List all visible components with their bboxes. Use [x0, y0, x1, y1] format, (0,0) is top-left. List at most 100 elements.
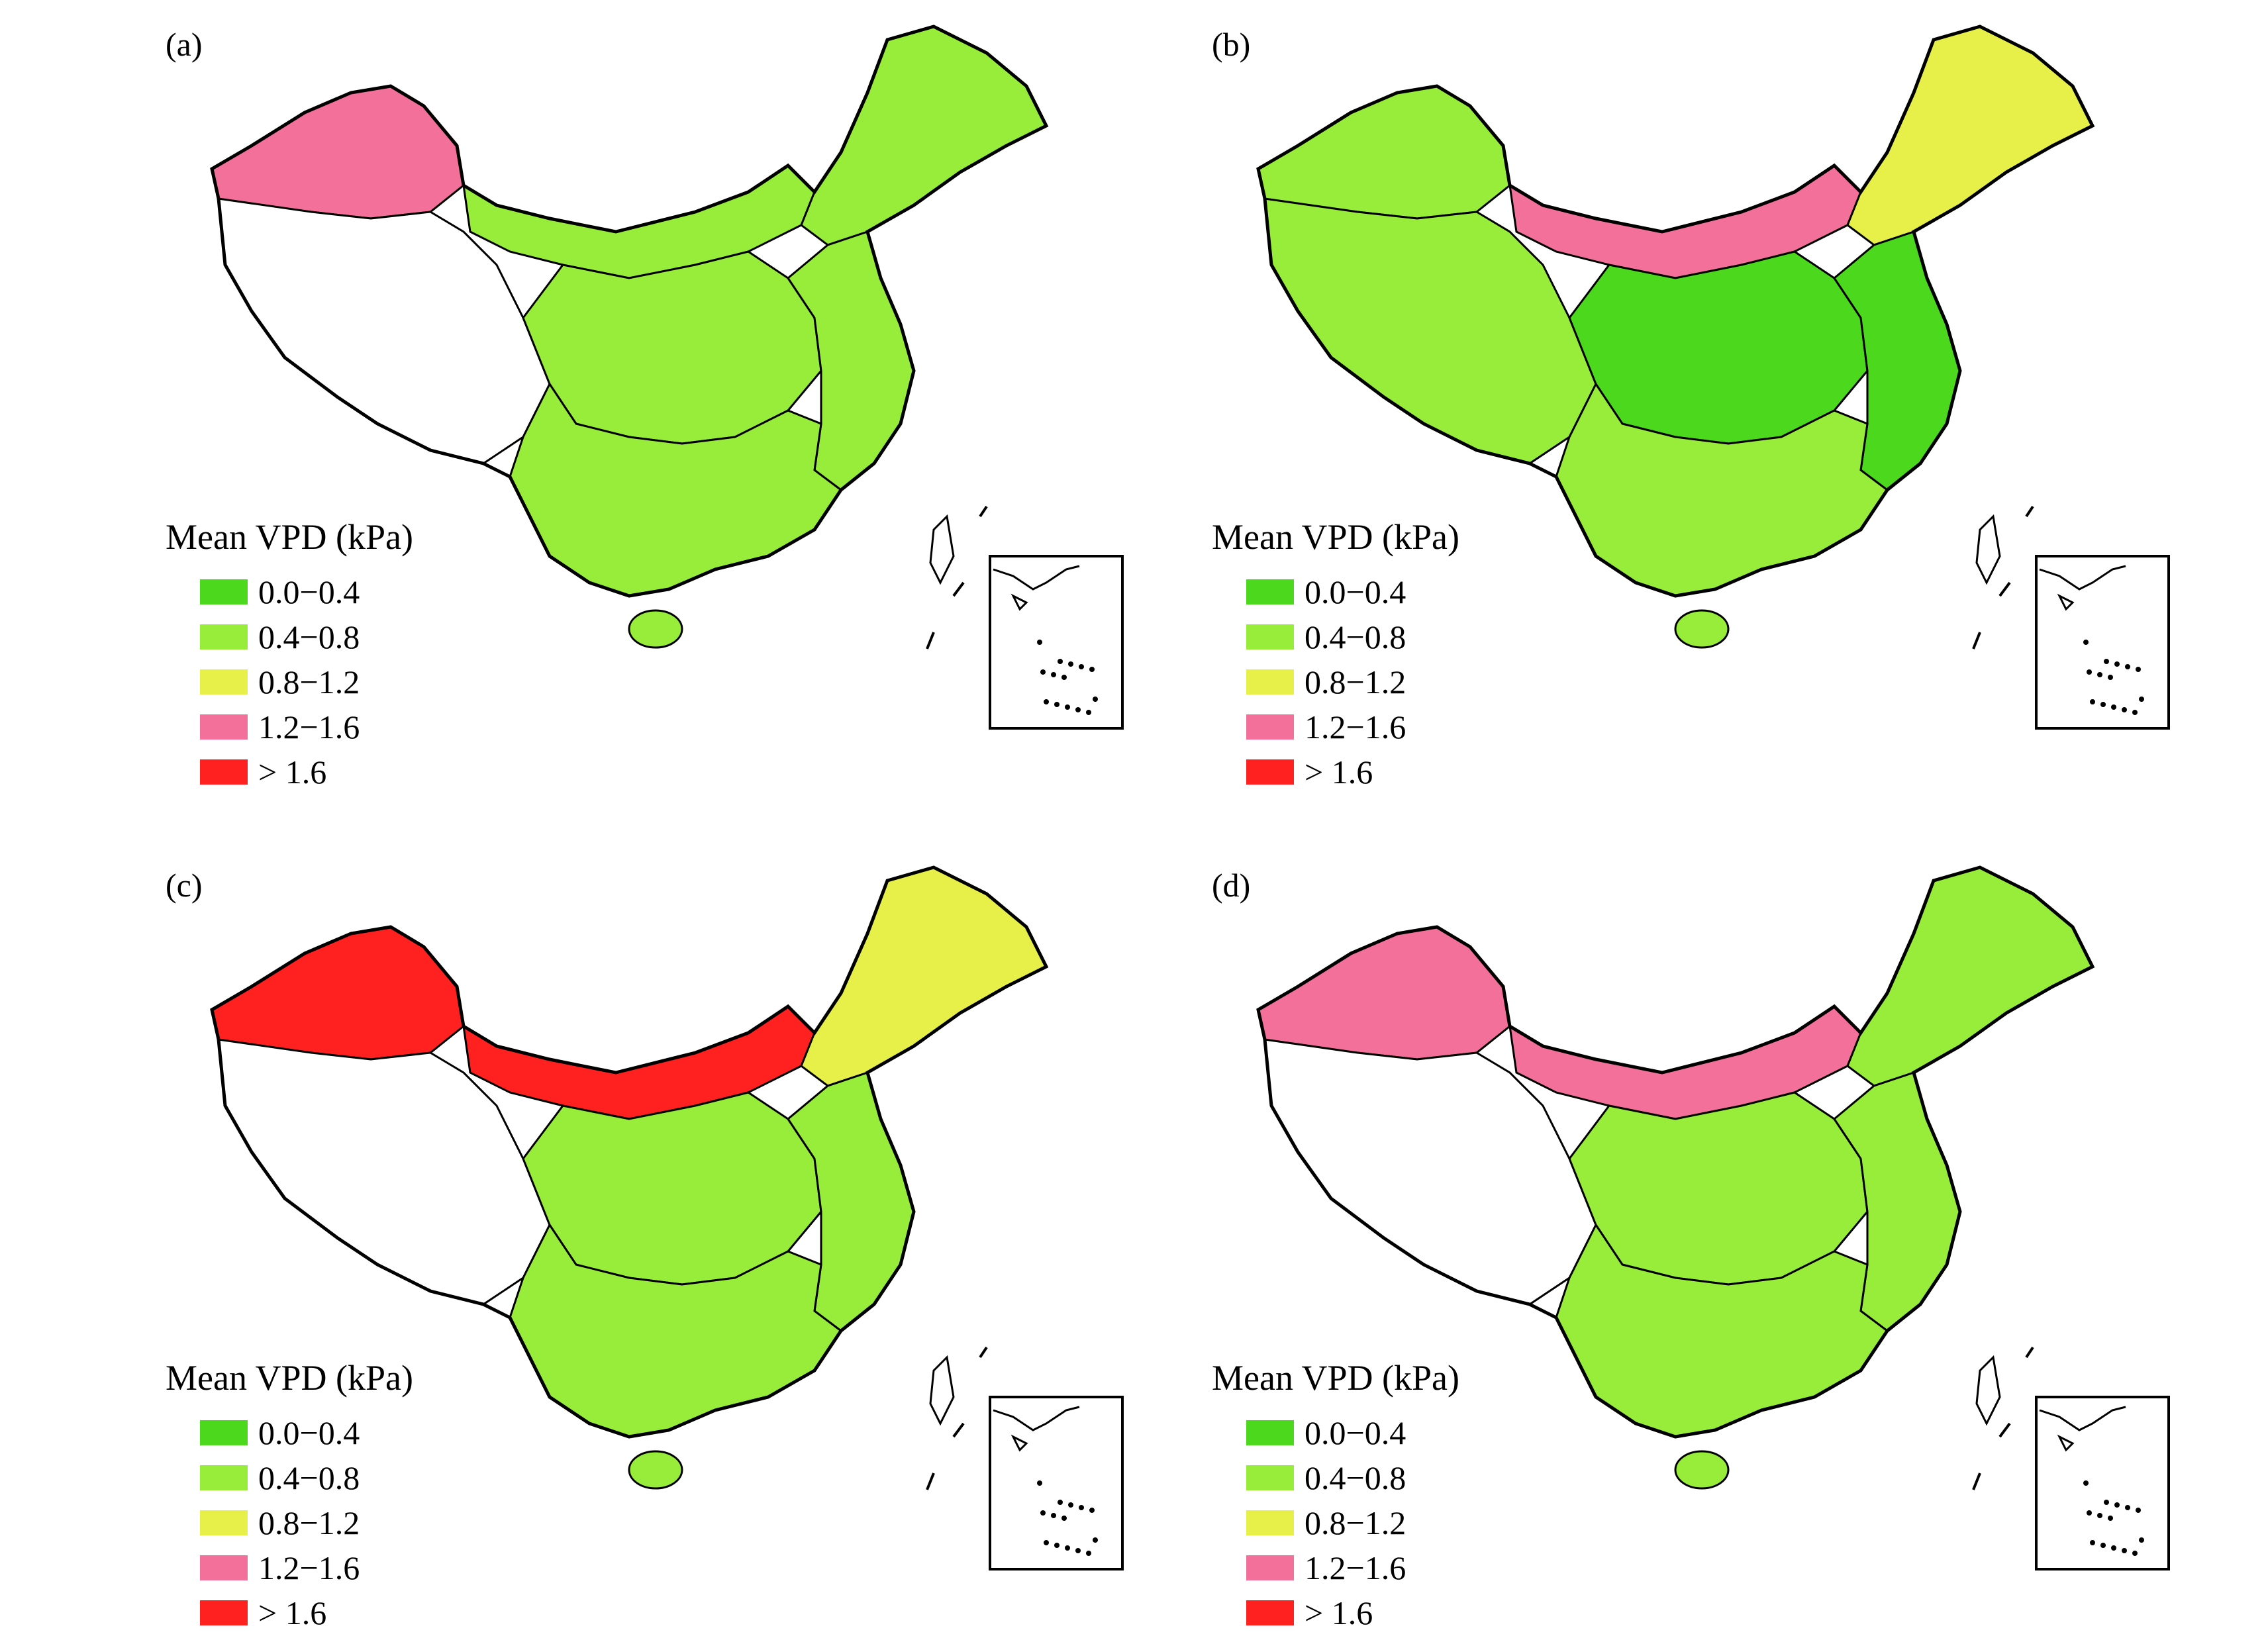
map-panel-b: (b) Mean VPD (kPa) 0.0−0.4 0.4−0.8 0.8−1.2…: [1199, 13, 2245, 795]
south-china-sea-inset: [2035, 555, 2170, 730]
legend: Mean VPD (kPa) 0.0−0.4 0.4−0.8 0.8−1.2 1.2−…: [1212, 1357, 1459, 1635]
region-northeast: [1846, 866, 2095, 1087]
legend-item: > 1.6: [1246, 1590, 1459, 1635]
legend-title: Mean VPD (kPa): [1212, 1358, 1459, 1398]
legend-label: > 1.6: [258, 753, 327, 791]
taiwan-island: [929, 514, 955, 585]
legend-swatch: [1246, 1420, 1294, 1445]
legend: Mean VPD (kPa) 0.0−0.4 0.4−0.8 0.8−1.2 1.2−…: [166, 1357, 413, 1635]
legend-item: 0.4−0.8: [200, 614, 413, 659]
boundary-dash: [1972, 632, 1981, 650]
legend-item: 0.4−0.8: [200, 1455, 413, 1500]
boundary-dash: [1998, 1422, 2011, 1438]
legend-item: 0.0−0.4: [200, 569, 413, 614]
legend-label: > 1.6: [1305, 753, 1373, 791]
hainan-island: [1674, 1450, 1730, 1490]
country-outline: [1256, 24, 2095, 598]
legend-label: 0.8−1.2: [1305, 1504, 1406, 1541]
south-china-sea-inset: [2035, 1396, 2170, 1570]
hainan-island: [1674, 609, 1730, 649]
panel-label: (a): [166, 26, 203, 63]
legend-swatch: [1246, 1600, 1294, 1625]
legend-swatch: [200, 759, 248, 785]
taiwan-island: [1975, 514, 2001, 585]
legend-swatch: [1246, 624, 1294, 650]
boundary-dash: [952, 1422, 965, 1438]
legend-swatch: [200, 1555, 248, 1580]
boundary-dash: [926, 1473, 935, 1490]
panel-label: (b): [1212, 26, 1251, 63]
legend-label: 0.4−0.8: [258, 618, 360, 655]
region-northeast: [1846, 25, 2095, 246]
boundary-dash: [979, 505, 988, 518]
south-china-sea-inset: [989, 555, 1124, 730]
taiwan-island: [929, 1355, 955, 1426]
south-china-sea-inset: [989, 1396, 1124, 1570]
country-outline: [1256, 865, 2095, 1439]
legend-item: > 1.6: [1246, 749, 1459, 795]
legend-swatch: [1246, 1465, 1294, 1490]
legend: Mean VPD (kPa) 0.0−0.4 0.4−0.8 0.8−1.2 1.2−…: [166, 516, 413, 795]
hainan-island: [628, 1450, 683, 1490]
legend-label: 1.2−1.6: [1305, 1549, 1406, 1586]
legend-item: 0.8−1.2: [200, 659, 413, 704]
china-map: [210, 865, 1124, 1570]
legend-swatch: [1246, 1555, 1294, 1580]
legend-swatch: [1246, 714, 1294, 740]
legend-item: 1.2−1.6: [200, 1545, 413, 1590]
legend-swatch: [200, 1510, 248, 1535]
region-northeast: [800, 25, 1048, 246]
boundary-dash: [1998, 581, 2011, 597]
legend-item: 0.0−0.4: [200, 1410, 413, 1455]
hainan-island: [628, 609, 683, 649]
legend-label: 0.8−1.2: [1305, 663, 1406, 700]
legend-swatch: [1246, 669, 1294, 695]
legend-label: 0.4−0.8: [1305, 618, 1406, 655]
legend-item: 0.8−1.2: [1246, 659, 1459, 704]
boundary-dash: [2025, 1346, 2034, 1359]
panel-label: (d): [1212, 867, 1251, 904]
legend-item: 0.4−0.8: [1246, 1455, 1459, 1500]
legend: Mean VPD (kPa) 0.0−0.4 0.4−0.8 0.8−1.2 1.2−…: [1212, 516, 1459, 795]
panel-label: (c): [166, 867, 203, 904]
legend-label: 0.0−0.4: [1305, 1414, 1406, 1451]
legend-item: > 1.6: [200, 749, 413, 795]
legend-item: 0.8−1.2: [200, 1500, 413, 1545]
legend-swatch: [200, 624, 248, 650]
boundary-dash: [1972, 1473, 1981, 1490]
legend-label: 0.0−0.4: [1305, 573, 1406, 610]
legend-swatch: [200, 1600, 248, 1625]
region-northeast: [800, 866, 1048, 1087]
legend-swatch: [200, 714, 248, 740]
country-outline: [210, 24, 1049, 598]
legend-label: 0.0−0.4: [258, 573, 360, 610]
legend-swatch: [200, 579, 248, 604]
boundary-dash: [926, 632, 935, 650]
legend-label: 0.4−0.8: [1305, 1459, 1406, 1496]
map-panel-a: (a) Mean VPD (kPa) 0.0−0.4 0.4−0.8 0.8−1.2…: [152, 13, 1199, 795]
legend-label: 0.8−1.2: [258, 663, 360, 700]
legend-item: 0.4−0.8: [1246, 614, 1459, 659]
legend-swatch: [200, 1420, 248, 1445]
map-panel-d: (d) Mean VPD (kPa) 0.0−0.4 0.4−0.8 0.8−1.2…: [1199, 854, 2245, 1635]
legend-item: 0.8−1.2: [1246, 1500, 1459, 1545]
legend-label: > 1.6: [1305, 1594, 1373, 1631]
boundary-dash: [952, 581, 965, 597]
legend-label: 1.2−1.6: [258, 1549, 360, 1586]
legend-item: > 1.6: [200, 1590, 413, 1635]
legend-swatch: [200, 669, 248, 695]
legend-swatch: [1246, 579, 1294, 604]
china-map: [210, 24, 1124, 730]
legend-swatch: [1246, 759, 1294, 785]
legend-label: 0.0−0.4: [258, 1414, 360, 1451]
legend-item: 0.0−0.4: [1246, 569, 1459, 614]
legend-title: Mean VPD (kPa): [1212, 517, 1459, 557]
legend-swatch: [200, 1465, 248, 1490]
legend-label: 1.2−1.6: [1305, 708, 1406, 746]
legend-label: 1.2−1.6: [258, 708, 360, 746]
legend-label: > 1.6: [258, 1594, 327, 1631]
country-outline: [210, 865, 1049, 1439]
legend-item: 0.0−0.4: [1246, 1410, 1459, 1455]
legend-item: 1.2−1.6: [1246, 1545, 1459, 1590]
china-map: [1256, 865, 2170, 1570]
